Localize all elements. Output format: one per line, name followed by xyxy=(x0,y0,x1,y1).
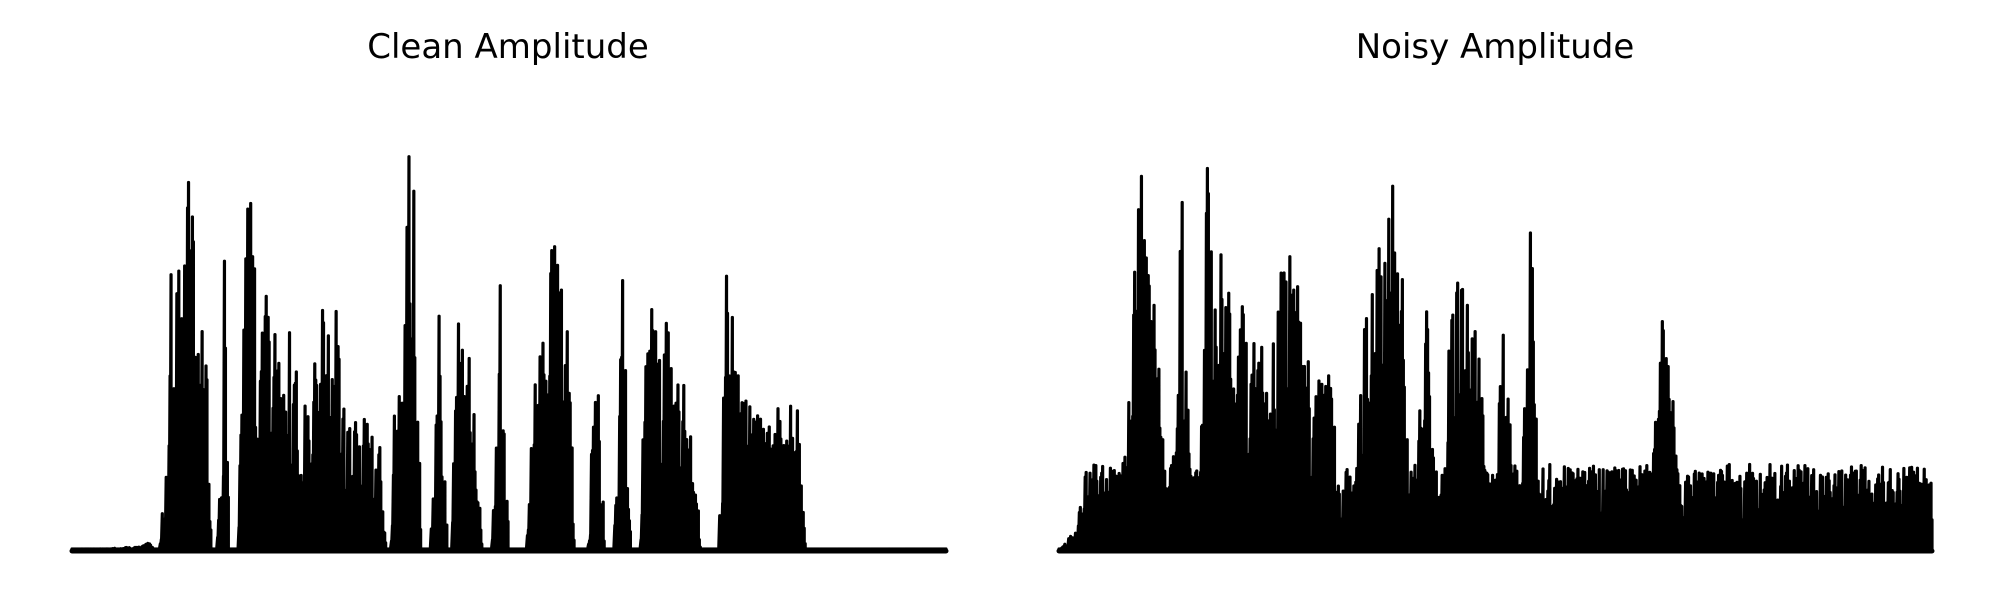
clean-amplitude-plot xyxy=(69,155,949,554)
clean-amplitude-waveform xyxy=(70,155,948,553)
noisy-amplitude-plot xyxy=(1056,166,1935,554)
clean-amplitude-panel: Clean Amplitude xyxy=(69,27,949,554)
noisy-amplitude-title: Noisy Amplitude xyxy=(1356,27,1635,67)
noisy-amplitude-waveform xyxy=(1057,166,1934,553)
noisy-amplitude-panel: Noisy Amplitude xyxy=(1056,27,1935,554)
clean-amplitude-title: Clean Amplitude xyxy=(367,27,649,67)
